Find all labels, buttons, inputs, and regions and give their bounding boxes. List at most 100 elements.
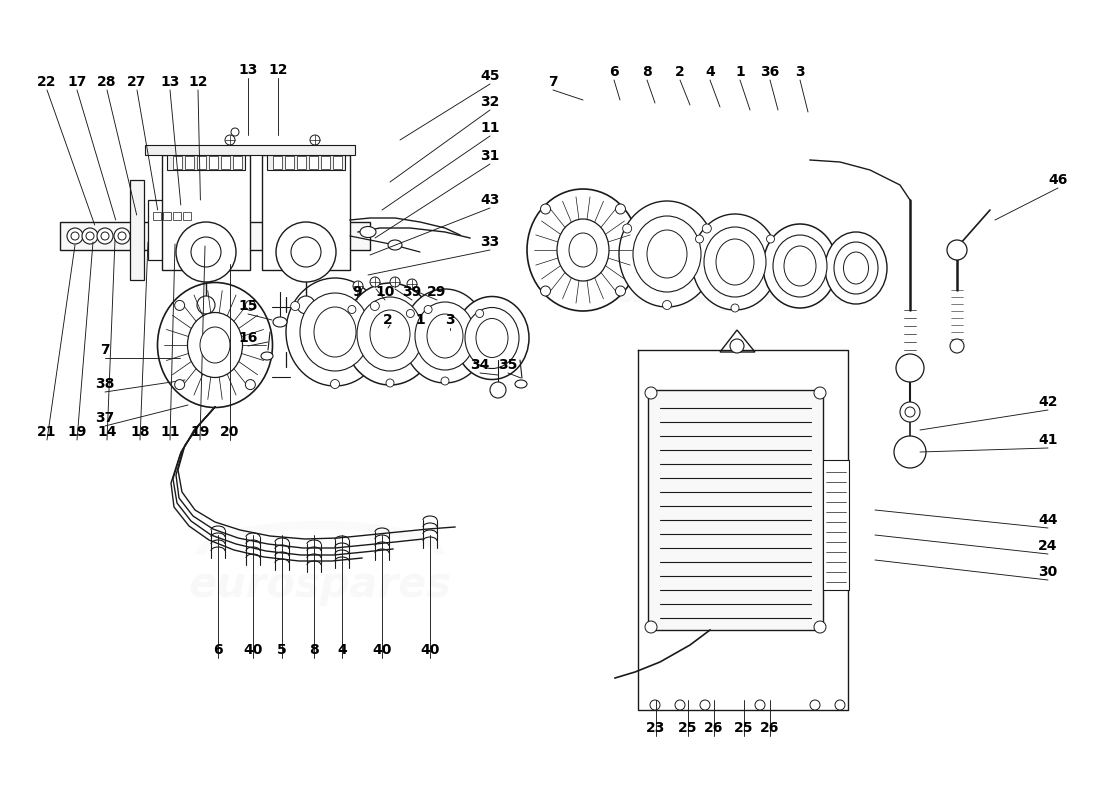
Ellipse shape bbox=[455, 297, 529, 379]
Text: 3: 3 bbox=[446, 313, 454, 327]
Text: 29: 29 bbox=[427, 285, 447, 299]
Ellipse shape bbox=[300, 293, 370, 371]
Text: 25: 25 bbox=[679, 721, 697, 735]
Circle shape bbox=[290, 302, 299, 310]
Ellipse shape bbox=[187, 313, 242, 378]
Text: 37: 37 bbox=[96, 411, 114, 425]
Text: 2: 2 bbox=[675, 65, 685, 79]
Bar bbox=[333, 156, 342, 169]
Text: 12: 12 bbox=[268, 63, 288, 77]
Ellipse shape bbox=[716, 239, 754, 285]
Ellipse shape bbox=[844, 252, 869, 284]
Text: 38: 38 bbox=[96, 377, 114, 391]
Ellipse shape bbox=[569, 233, 597, 267]
Text: 34: 34 bbox=[471, 358, 490, 372]
Text: 26: 26 bbox=[760, 721, 780, 735]
Text: 24: 24 bbox=[1038, 539, 1058, 553]
Text: 18: 18 bbox=[130, 425, 150, 439]
Text: 19: 19 bbox=[190, 425, 210, 439]
Text: 13: 13 bbox=[161, 75, 179, 89]
Text: 21: 21 bbox=[37, 425, 57, 439]
Text: eurospares: eurospares bbox=[188, 564, 452, 606]
Bar bbox=[648, 390, 823, 630]
Ellipse shape bbox=[784, 246, 816, 286]
Ellipse shape bbox=[632, 216, 701, 292]
Ellipse shape bbox=[344, 283, 436, 385]
Ellipse shape bbox=[647, 230, 688, 278]
Ellipse shape bbox=[403, 289, 487, 383]
Circle shape bbox=[72, 232, 79, 240]
Circle shape bbox=[176, 222, 236, 282]
Text: 12: 12 bbox=[188, 75, 208, 89]
Ellipse shape bbox=[692, 214, 778, 310]
Circle shape bbox=[755, 700, 764, 710]
Text: 7: 7 bbox=[548, 75, 558, 89]
Bar bbox=[823, 460, 849, 590]
Circle shape bbox=[814, 621, 826, 633]
Text: 1: 1 bbox=[415, 313, 425, 327]
Ellipse shape bbox=[314, 307, 356, 357]
Circle shape bbox=[175, 301, 185, 310]
Text: 33: 33 bbox=[481, 235, 499, 249]
Circle shape bbox=[425, 306, 432, 314]
Text: 40: 40 bbox=[420, 643, 440, 657]
Circle shape bbox=[407, 279, 417, 289]
Circle shape bbox=[370, 277, 379, 287]
Circle shape bbox=[662, 301, 671, 310]
Bar bbox=[233, 156, 242, 169]
Ellipse shape bbox=[388, 240, 401, 250]
Circle shape bbox=[730, 339, 744, 353]
Circle shape bbox=[896, 354, 924, 382]
Text: 39: 39 bbox=[403, 285, 421, 299]
Text: 4: 4 bbox=[337, 643, 346, 657]
Bar bbox=[173, 156, 182, 169]
Bar bbox=[153, 212, 161, 220]
Text: 45: 45 bbox=[481, 69, 499, 83]
Circle shape bbox=[406, 310, 415, 318]
Text: 5: 5 bbox=[277, 643, 287, 657]
Text: 2: 2 bbox=[383, 313, 393, 327]
Bar bbox=[162, 155, 250, 270]
Bar bbox=[167, 155, 245, 170]
Circle shape bbox=[330, 379, 340, 389]
Text: 15: 15 bbox=[239, 299, 257, 313]
Ellipse shape bbox=[557, 219, 609, 281]
Circle shape bbox=[226, 135, 235, 145]
Circle shape bbox=[118, 232, 127, 240]
Circle shape bbox=[245, 379, 255, 390]
Text: 11: 11 bbox=[161, 425, 179, 439]
Text: 28: 28 bbox=[97, 75, 117, 89]
Ellipse shape bbox=[286, 278, 384, 386]
Text: 46: 46 bbox=[1048, 173, 1068, 187]
Circle shape bbox=[191, 237, 221, 267]
Ellipse shape bbox=[370, 310, 410, 358]
Text: 4: 4 bbox=[705, 65, 715, 79]
Bar bbox=[273, 156, 282, 169]
Ellipse shape bbox=[427, 314, 463, 358]
Text: 40: 40 bbox=[372, 643, 392, 657]
Circle shape bbox=[245, 301, 255, 310]
Ellipse shape bbox=[773, 235, 827, 297]
Ellipse shape bbox=[515, 380, 527, 388]
Text: 7: 7 bbox=[100, 343, 110, 357]
Circle shape bbox=[540, 286, 550, 296]
Circle shape bbox=[623, 224, 631, 233]
Text: 1: 1 bbox=[735, 65, 745, 79]
Text: 14: 14 bbox=[97, 425, 117, 439]
Circle shape bbox=[767, 235, 774, 243]
Circle shape bbox=[197, 296, 215, 314]
Text: 42: 42 bbox=[1038, 395, 1058, 409]
Text: 27: 27 bbox=[128, 75, 146, 89]
Ellipse shape bbox=[476, 318, 508, 358]
Text: 8: 8 bbox=[309, 643, 319, 657]
Text: 22: 22 bbox=[37, 75, 57, 89]
Circle shape bbox=[348, 306, 356, 314]
Text: 23: 23 bbox=[647, 721, 666, 735]
Ellipse shape bbox=[200, 327, 230, 363]
Text: 11: 11 bbox=[481, 121, 499, 135]
Ellipse shape bbox=[465, 307, 519, 369]
Ellipse shape bbox=[704, 227, 766, 297]
Ellipse shape bbox=[360, 226, 376, 238]
Text: 19: 19 bbox=[67, 425, 87, 439]
Circle shape bbox=[814, 387, 826, 399]
